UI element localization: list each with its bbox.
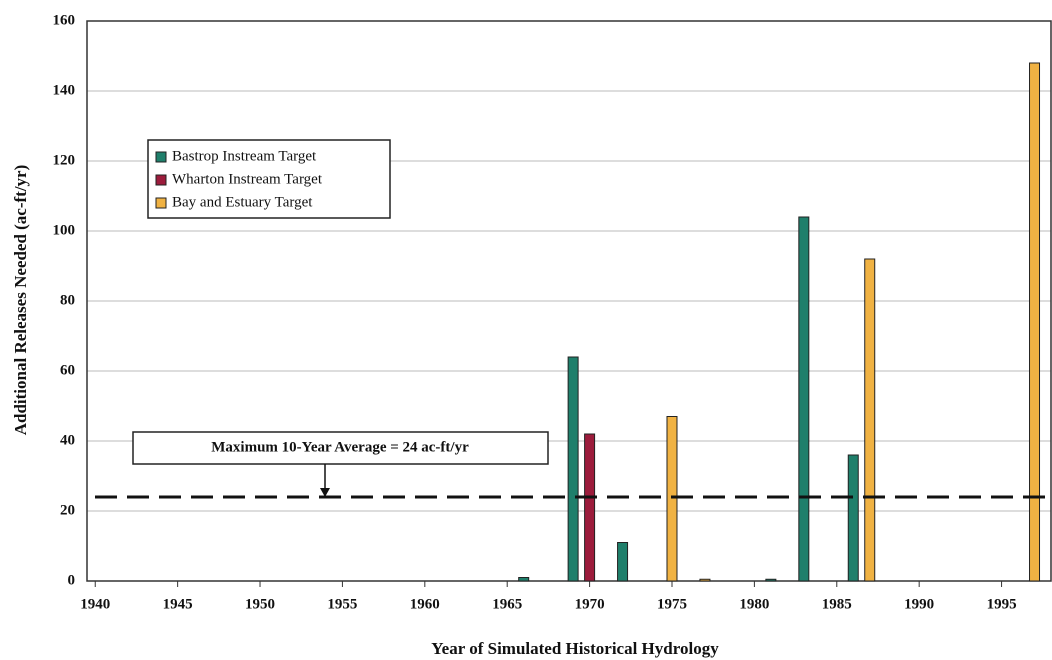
x-tick-label: 1985: [822, 596, 852, 612]
y-tick-label: 20: [60, 502, 75, 518]
y-tick-label: 120: [53, 152, 76, 168]
y-tick-label: 160: [53, 12, 76, 28]
x-tick-label: 1995: [987, 596, 1017, 612]
y-tick-label: 80: [60, 292, 75, 308]
legend-label: Bastrop Instream Target: [172, 148, 317, 164]
y-tick-label: 0: [68, 572, 76, 588]
x-tick-label: 1970: [575, 596, 605, 612]
x-axis-label: Year of Simulated Historical Hydrology: [431, 639, 719, 658]
bar: [847, 454, 859, 582]
bar: [518, 577, 530, 582]
y-axis-label: Additional Releases Needed (ac-ft/yr): [11, 165, 30, 436]
y-tick-label: 140: [53, 82, 76, 98]
x-tick-label: 1960: [410, 596, 440, 612]
legend-swatch: [155, 151, 167, 163]
bar: [1029, 62, 1041, 582]
x-tick-label: 1965: [492, 596, 522, 612]
x-tick-label: 1990: [904, 596, 934, 612]
annotation-box: [132, 431, 549, 465]
x-tick-label: 1945: [163, 596, 193, 612]
legend-label: Bay and Estuary Target: [172, 194, 313, 210]
annotation-arrowhead: [320, 488, 330, 497]
bar: [567, 356, 579, 582]
y-tick-label: 100: [53, 222, 76, 238]
bar: [699, 578, 711, 582]
legend-swatch: [155, 197, 167, 209]
annotation: Maximum 10-Year Average = 24 ac-ft/yr: [211, 439, 469, 455]
x-tick-label: 1940: [80, 596, 110, 612]
x-tick-label: 1980: [739, 596, 769, 612]
bar: [765, 578, 777, 582]
legend-label: Wharton Instream Target: [172, 171, 323, 187]
x-tick-label: 1955: [327, 596, 357, 612]
bar: [798, 216, 810, 582]
legend-box: [147, 139, 391, 219]
bar: [666, 416, 678, 582]
legend-swatch: [155, 174, 167, 186]
bar: [584, 433, 596, 582]
y-tick-label: 40: [60, 432, 75, 448]
bar: [617, 542, 629, 582]
y-tick-label: 60: [60, 362, 75, 378]
x-tick-label: 1975: [657, 596, 687, 612]
bar: [864, 258, 876, 582]
x-tick-label: 1950: [245, 596, 275, 612]
